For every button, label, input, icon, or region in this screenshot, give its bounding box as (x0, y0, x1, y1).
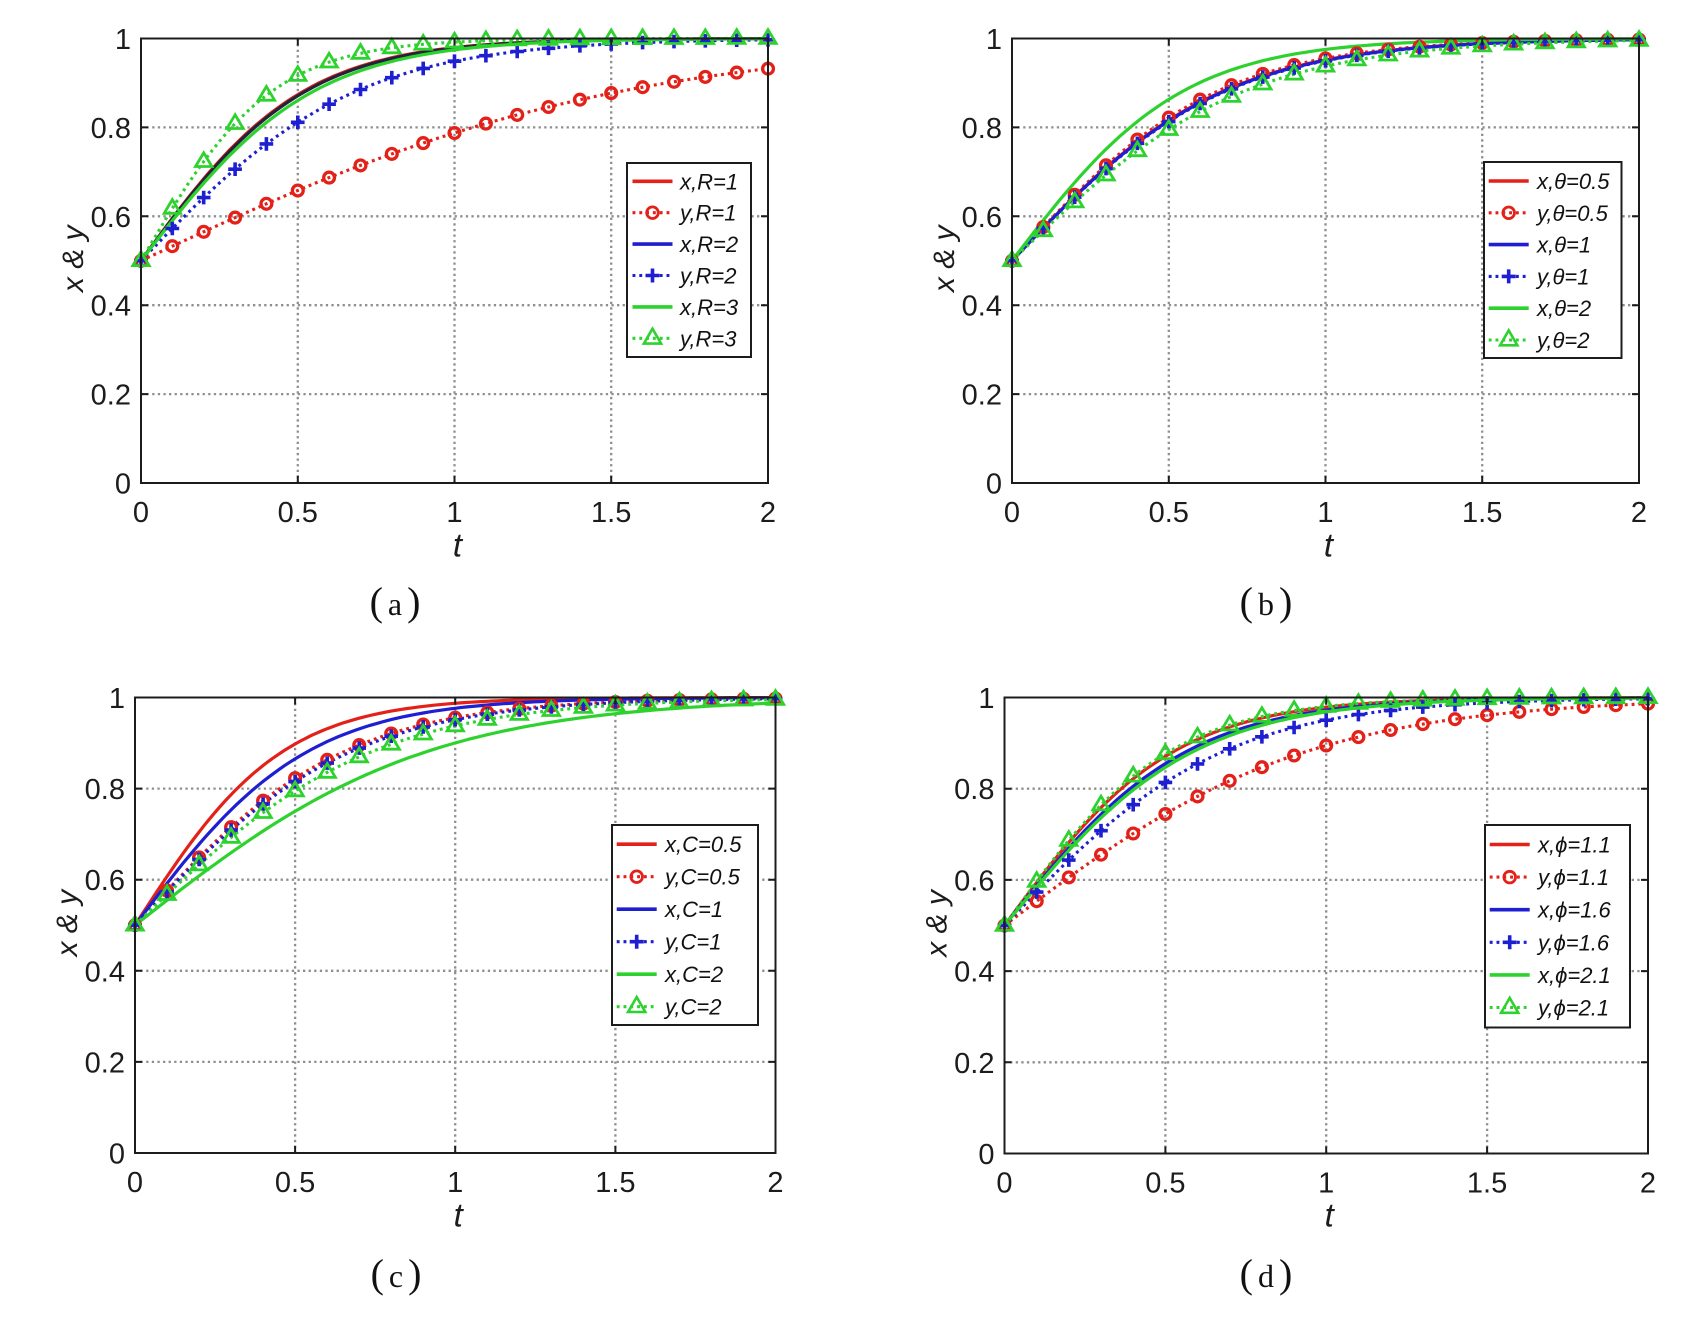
svg-text:x & y: x & y (57, 223, 90, 294)
svg-text:x,ϕ=1.6: x,ϕ=1.6 (1537, 898, 1612, 923)
svg-text:x,θ=1: x,θ=1 (1536, 233, 1591, 258)
svg-text:0.4: 0.4 (962, 291, 1002, 323)
svg-text:2: 2 (767, 1167, 783, 1199)
svg-text:0.2: 0.2 (91, 380, 131, 412)
svg-text:0.6: 0.6 (954, 865, 994, 897)
svg-text:1: 1 (978, 683, 994, 715)
svg-text:1: 1 (986, 24, 1002, 56)
svg-text:x,C=2: x,C=2 (664, 962, 723, 987)
svg-text:y,C=2: y,C=2 (663, 995, 721, 1020)
svg-text:2: 2 (1640, 1168, 1656, 1200)
svg-text:x & y: x & y (928, 223, 961, 294)
svg-text:1.5: 1.5 (1462, 497, 1502, 529)
svg-text:1.5: 1.5 (595, 1167, 635, 1199)
svg-text:1: 1 (1317, 497, 1333, 529)
svg-text:0.4: 0.4 (85, 956, 125, 988)
svg-text:0: 0 (127, 1167, 143, 1199)
svg-text:0: 0 (133, 497, 149, 529)
svg-text:t: t (1325, 1197, 1336, 1234)
svg-text:1: 1 (1318, 1168, 1334, 1200)
svg-text:0.8: 0.8 (85, 774, 125, 806)
svg-text:x,R=3: x,R=3 (679, 295, 739, 320)
svg-text:2: 2 (1631, 497, 1647, 529)
svg-text:y,ϕ=2.1: y,ϕ=2.1 (1536, 996, 1609, 1021)
svg-text:1.5: 1.5 (1467, 1168, 1507, 1200)
svg-text:x,R=2: x,R=2 (679, 232, 738, 257)
svg-text:0.4: 0.4 (91, 291, 131, 323)
svg-text:y,R=3: y,R=3 (678, 326, 737, 351)
svg-text:0.6: 0.6 (91, 202, 131, 234)
svg-text:x,C=0.5: x,C=0.5 (664, 832, 742, 857)
svg-text:0: 0 (986, 469, 1002, 501)
svg-text:0.2: 0.2 (954, 1048, 994, 1080)
svg-text:x,θ=0.5: x,θ=0.5 (1536, 169, 1610, 194)
svg-text:x & y: x & y (51, 888, 84, 959)
svg-text:y,θ=1: y,θ=1 (1535, 264, 1590, 289)
svg-text:y,θ=2: y,θ=2 (1535, 328, 1590, 353)
svg-text:2: 2 (760, 497, 776, 529)
svg-text:x,ϕ=1.1: x,ϕ=1.1 (1537, 833, 1611, 858)
svg-text:(c): (c) (371, 1251, 422, 1296)
svg-text:(b): (b) (1240, 579, 1293, 624)
svg-text:y,R=1: y,R=1 (678, 201, 736, 226)
svg-text:0: 0 (109, 1139, 125, 1171)
svg-text:(d): (d) (1240, 1251, 1293, 1296)
svg-text:y,C=1: y,C=1 (663, 930, 721, 955)
svg-text:x,ϕ=2.1: x,ϕ=2.1 (1537, 963, 1611, 988)
svg-text:1: 1 (446, 497, 462, 529)
svg-text:0: 0 (978, 1139, 994, 1171)
svg-text:t: t (453, 527, 464, 564)
svg-text:x,R=1: x,R=1 (679, 169, 738, 194)
svg-text:x,θ=2: x,θ=2 (1536, 296, 1591, 321)
svg-text:0.5: 0.5 (1145, 1168, 1185, 1200)
svg-text:0.6: 0.6 (962, 202, 1002, 234)
svg-text:x,C=1: x,C=1 (664, 897, 723, 922)
svg-text:t: t (454, 1197, 465, 1234)
svg-text:y,C=0.5: y,C=0.5 (663, 865, 741, 890)
svg-text:y,R=2: y,R=2 (678, 264, 736, 289)
svg-text:0: 0 (1004, 497, 1020, 529)
svg-text:0: 0 (115, 469, 131, 501)
svg-text:0.8: 0.8 (962, 113, 1002, 145)
svg-text:y,ϕ=1.1: y,ϕ=1.1 (1536, 865, 1609, 890)
svg-text:0.5: 0.5 (275, 1167, 315, 1199)
svg-text:0: 0 (996, 1168, 1012, 1200)
svg-text:1: 1 (447, 1167, 463, 1199)
svg-text:1: 1 (115, 24, 131, 56)
svg-text:1.5: 1.5 (591, 497, 631, 529)
svg-text:0.5: 0.5 (278, 497, 318, 529)
svg-text:t: t (1324, 527, 1335, 564)
svg-text:0.2: 0.2 (962, 380, 1002, 412)
svg-text:y,ϕ=1.6: y,ϕ=1.6 (1536, 930, 1610, 955)
svg-text:0.5: 0.5 (1149, 497, 1189, 529)
svg-text:0.8: 0.8 (954, 774, 994, 806)
svg-text:0.4: 0.4 (954, 957, 994, 989)
svg-text:0.2: 0.2 (85, 1047, 125, 1079)
svg-text:x & y: x & y (921, 888, 954, 959)
svg-text:(a): (a) (370, 579, 421, 624)
svg-text:1: 1 (109, 683, 125, 715)
svg-text:y,θ=0.5: y,θ=0.5 (1535, 201, 1609, 226)
svg-text:0.8: 0.8 (91, 113, 131, 145)
svg-text:0.6: 0.6 (85, 865, 125, 897)
